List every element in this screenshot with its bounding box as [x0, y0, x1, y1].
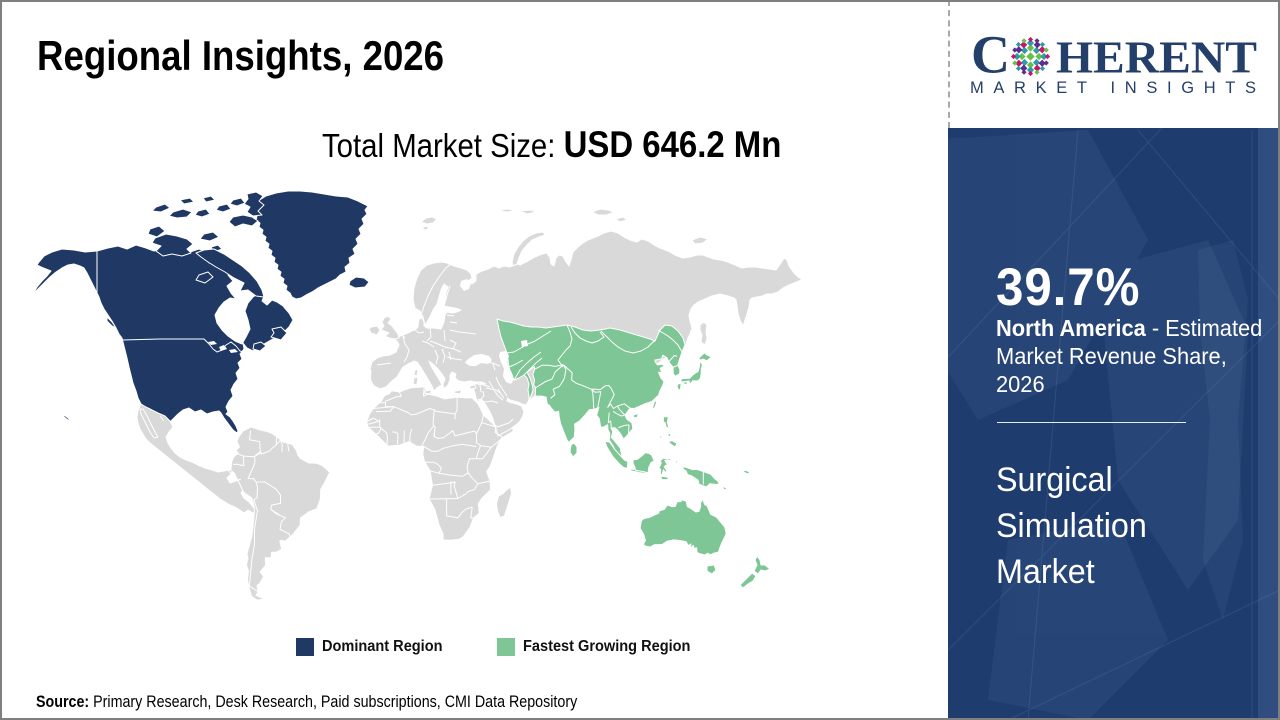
- svg-text:MARKET INSIGHTS: MARKET INSIGHTS: [970, 79, 1256, 97]
- svg-text:HERENT: HERENT: [1056, 32, 1257, 83]
- svg-text:C: C: [971, 30, 1010, 85]
